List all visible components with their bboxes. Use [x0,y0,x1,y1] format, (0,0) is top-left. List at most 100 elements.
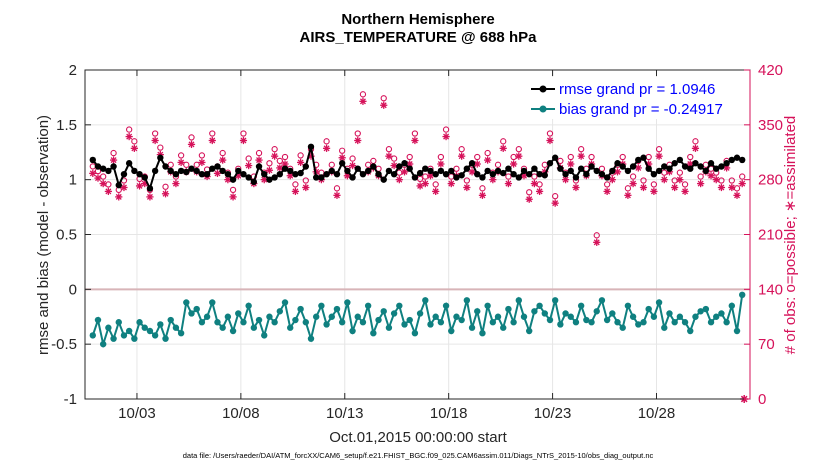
rmse-point [297,169,304,177]
bias-point [458,316,465,324]
obs-assimilated-point [115,193,123,201]
obs-possible-point [671,177,678,184]
obs-possible-point [219,149,226,157]
rmse-point [235,167,242,175]
rmse-point [120,170,128,178]
obs-possible-point [484,149,491,157]
data-file-footnote: data file: /Users/raeder/DAI/ATM_forcXX/… [183,451,654,460]
bias-point [375,316,382,324]
rmse-point [500,169,507,177]
rmse-point [323,170,330,178]
y-right-tick-label: 350 [758,117,783,134]
rmse-point [385,167,393,175]
y-left-tick-label: 1 [69,172,77,189]
rmse-point [411,174,419,181]
bias-point [687,327,694,335]
obs-possible-point [177,152,185,159]
grid [85,69,750,400]
rmse-point [536,170,543,178]
obs-assimilated-point [239,136,248,145]
rmse-point [609,167,616,175]
obs-assimilated-point [177,158,185,167]
legend-rmse-marker [539,85,547,93]
bias-point [401,321,408,328]
bias-point [203,313,211,320]
obs-assimilated-point [172,179,180,188]
rmse-point [520,167,528,175]
obs-possible-point [437,153,445,161]
obs-assimilated-point [468,168,476,176]
bias-point [157,321,164,328]
rmse-point [588,163,595,170]
bias-point [484,302,491,309]
bias-point [557,321,564,328]
bias-point [453,313,460,320]
rmse-point [463,165,471,172]
rmse-point [162,163,169,170]
obs-assimilated-point [135,182,144,190]
obs-possible-point [432,181,439,188]
rmse-point [733,154,741,161]
x-tick-label: 10/08 [222,405,260,422]
bias-point [302,319,310,326]
rmse-point [157,154,164,161]
legend: rmse grand pr = 1.0946 bias grand pr = -… [528,77,748,119]
obs-assimilated-point [354,136,362,145]
rmse-point [713,165,720,172]
obs-possible-point [151,130,159,137]
y-left-tick-label: 1.5 [56,117,77,134]
obs-assimilated-point [161,190,170,198]
bias-point [276,308,284,315]
obs-assimilated-point [229,193,237,201]
rmse-point [318,174,325,181]
bias-point [619,324,626,331]
rmse-point [494,167,502,175]
bias-point [427,321,434,328]
obs-possible-point [728,177,735,184]
x-tick-label: 10/23 [534,405,572,422]
bias-point [531,308,538,315]
rmse-point [89,156,96,164]
obs-assimilated-point [639,183,648,192]
obs-assimilated-point [109,156,118,164]
bias-point [510,319,517,326]
obs-assimilated-point [567,160,575,168]
obs-possible-point [209,130,216,137]
obs-possible-point [292,181,299,188]
obs-possible-point [339,147,346,154]
bias-point [416,310,424,317]
obs-possible-point [697,173,704,180]
obs-possible-point [328,161,335,168]
rmse-point [619,163,626,170]
obs-assimilated-point [125,132,133,141]
obs-assimilated-point [447,179,455,188]
obs-possible-point [510,153,517,161]
obs-assimilated-point [650,187,658,196]
obs-assimilated-point [151,136,159,145]
bias-point [567,313,574,320]
bias-point [229,327,237,335]
bias-point [645,305,652,313]
bias-point [432,313,439,320]
rmse-point [707,160,715,167]
obs-assimilated-point [322,144,331,152]
x-tick-label: 10/18 [430,405,468,422]
bias-point [250,324,258,331]
chart-title: Northern Hemisphere [341,11,494,28]
obs-assimilated-point [271,152,279,160]
bias-point [281,299,289,306]
bias-point [718,310,725,317]
bias-point [479,330,486,337]
obs-assimilated-point [738,179,746,188]
bias-point [385,324,393,331]
rmse-point [702,167,710,175]
legend-bias-label: bias grand pr = -0.24917 [559,101,723,118]
obs-possible-point [453,165,460,172]
x-tick-label: 10/03 [118,405,156,422]
obs-possible-point [515,146,522,153]
rmse-point [468,160,476,167]
rmse-point [655,167,663,175]
obs-assimilated-point [302,183,310,192]
obs-assimilated-point [276,164,284,172]
